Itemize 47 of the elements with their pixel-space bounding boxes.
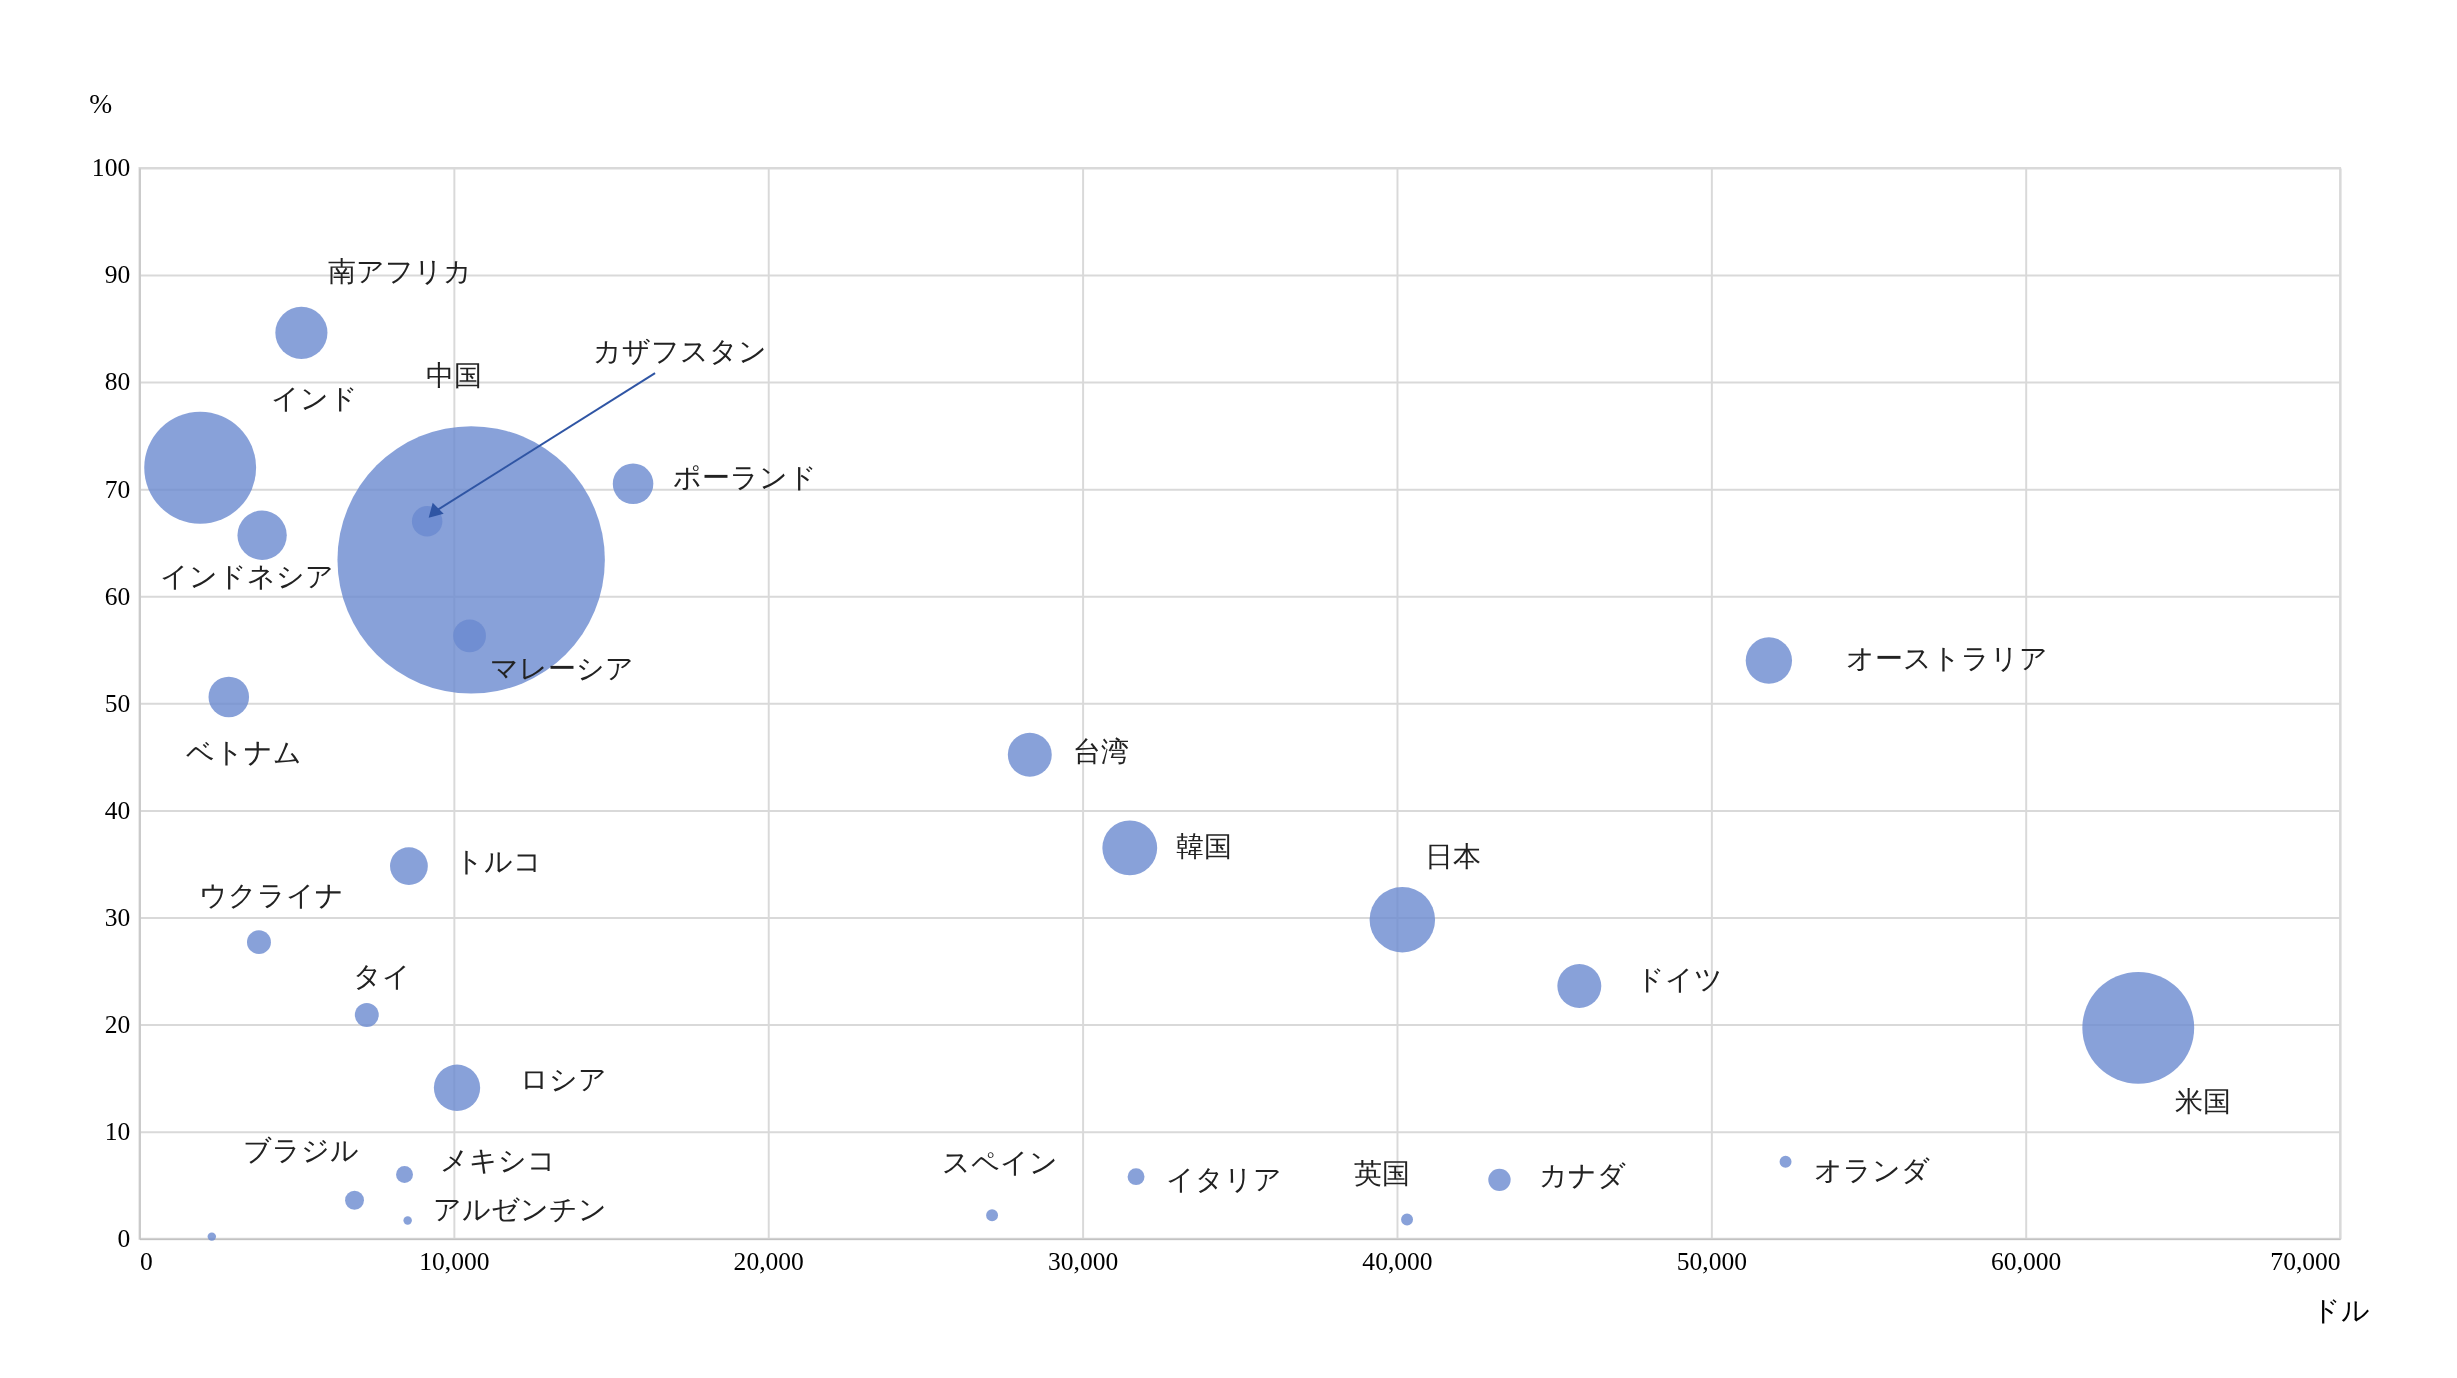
series-label: 日本: [1425, 840, 1482, 872]
y-tick-label: 100: [91, 153, 131, 183]
y-tick-label: 50: [104, 688, 131, 718]
y-tick-label: 60: [104, 581, 131, 611]
series-label: 南アフリカ: [327, 255, 472, 287]
y-tick-label: 20: [104, 1009, 131, 1039]
series-label: ロシア: [519, 1064, 607, 1096]
series-label: インド: [270, 382, 358, 414]
text: カザフスタン: [592, 336, 767, 368]
series-label: ポーランド: [673, 462, 818, 494]
x-axis-title: ドル: [2311, 1294, 2370, 1326]
series-label: マレーシア: [489, 652, 634, 684]
series-label: イタリア: [1165, 1164, 1282, 1196]
series-label: カナダ: [1539, 1159, 1627, 1191]
series-label: ドイツ: [1635, 964, 1723, 996]
y-tick-label: 90: [104, 260, 131, 290]
x-tick-label: 10,000: [419, 1246, 490, 1276]
y-tick-label: 40: [104, 795, 131, 825]
y-tick-label: 80: [104, 367, 131, 397]
series-label: スペイン: [941, 1147, 1058, 1179]
series-label: インドネシア: [159, 561, 334, 593]
series-label: オーストラリア: [1846, 643, 2049, 675]
series-label: メキシコ: [440, 1145, 557, 1177]
series-label: 台湾: [1072, 736, 1129, 768]
x-tick-label: 20,000: [733, 1246, 804, 1276]
x-tick-label: 0: [139, 1246, 153, 1276]
y-axis-title: %: [89, 88, 113, 120]
x-tick-label: 70,000: [2270, 1246, 2341, 1276]
series-label: ウクライナ: [198, 880, 344, 912]
series-label: タイ: [353, 960, 412, 992]
y-tick-label: 10: [104, 1117, 131, 1147]
x-tick-label: 40,000: [1362, 1246, 1433, 1276]
series-label: 英国: [1354, 1157, 1411, 1189]
series-label: オランダ: [1813, 1155, 1930, 1187]
y-tick-label: 70: [104, 474, 131, 504]
series-label: ブラジル: [242, 1135, 359, 1167]
series-label: 中国: [426, 359, 483, 391]
x-tick-label: 50,000: [1676, 1246, 1747, 1276]
series-label: トルコ: [454, 845, 542, 877]
series-label: アルゼンチン: [433, 1194, 608, 1226]
y-tick-label: 0: [117, 1224, 131, 1254]
x-tick-label: 60,000: [1991, 1246, 2062, 1276]
y-tick-label: 30: [104, 902, 131, 932]
series-label: 米国: [2174, 1086, 2231, 1118]
series-label: ベトナム: [186, 736, 303, 768]
x-tick-label: 30,000: [1047, 1246, 1119, 1276]
series-label: 韓国: [1175, 830, 1232, 862]
